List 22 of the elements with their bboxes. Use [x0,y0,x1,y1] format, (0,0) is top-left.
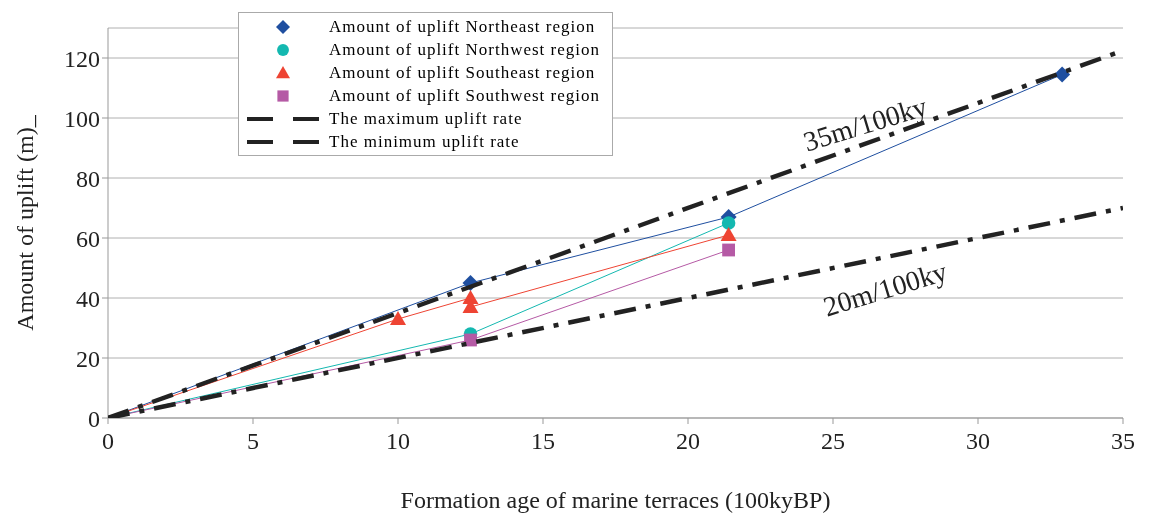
y-tick-label: 100 [64,105,100,132]
x-tick-label: 10 [386,428,410,455]
legend-label: Amount of uplift Northeast region [329,16,596,37]
legend-label: The maximum uplift rate [329,108,523,129]
y-tick-label: 40 [76,285,100,312]
x-tick-label: 30 [966,428,990,455]
x-tick-label: 5 [247,428,259,455]
legend-label: Amount of uplift Southwest region [329,85,600,106]
x-tick-label: 15 [531,428,555,455]
x-tick-label: 25 [821,428,845,455]
y-tick-label: 20 [76,345,100,372]
x-tick-label: 35 [1111,428,1135,455]
x-tick-label: 20 [676,428,700,455]
legend-label: The minimum uplift rate [329,131,520,152]
legend-label: Amount of uplift Southeast region [329,62,596,83]
y-tick-label: 0 [88,405,100,432]
legend-label: Amount of uplift Northwest region [329,39,600,60]
y-tick-label: 80 [76,165,100,192]
y-tick-label: 120 [64,45,100,72]
y-axis-title: Amount of uplift (m)_ [11,114,38,331]
x-axis-title: Formation age of marine terraces (100kyBP) [400,487,831,513]
y-tick-label: 60 [76,225,100,252]
